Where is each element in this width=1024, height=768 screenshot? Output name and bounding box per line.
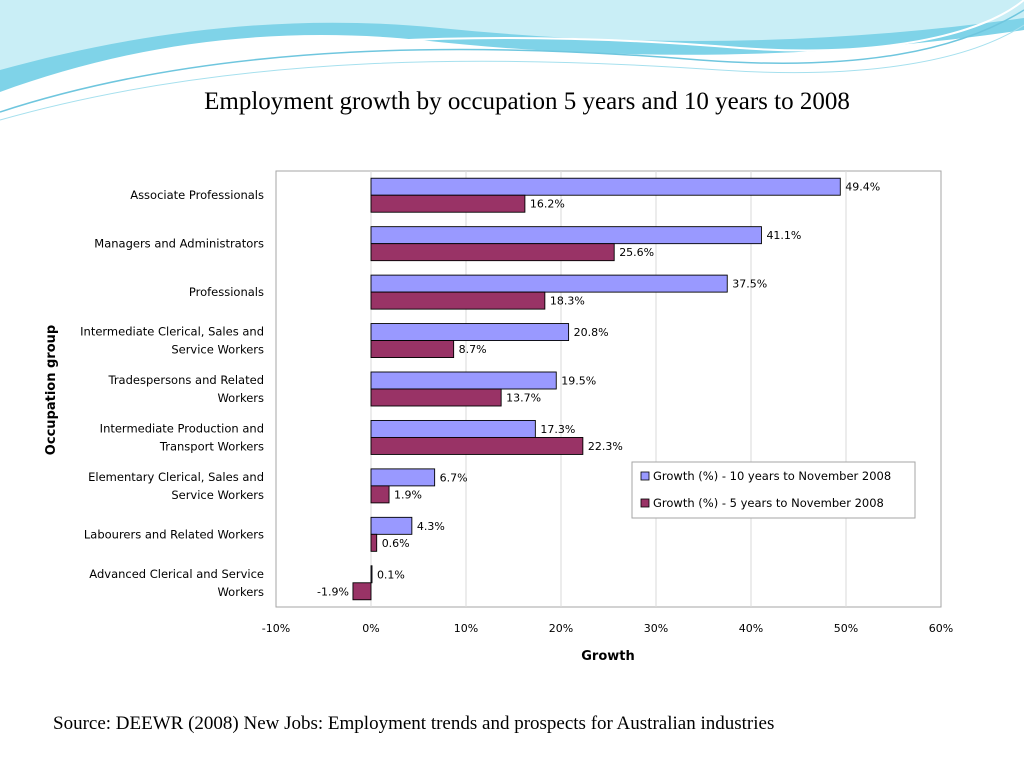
x-tick-label: -10% [262,622,290,635]
data-label: 16.2% [530,198,565,211]
category-label: Intermediate Production and Transport Wor… [100,421,264,453]
bar-5yr [370,291,546,310]
category-label: Associate Professionals [130,188,264,202]
data-label: 49.4% [845,181,880,194]
bar-5yr [370,485,390,504]
bar-5yr [370,340,455,359]
bar-10yr [370,516,413,535]
category-label: Intermediate Clerical, Sales and Service … [80,325,264,357]
legend-label: Growth (%) - 5 years to November 2008 [653,496,884,510]
x-tick-label: 60% [929,622,953,635]
bar-10yr [370,274,728,293]
category-label: Professionals [189,285,264,299]
bar-10yr [370,565,373,584]
x-tick-label: 10% [454,622,478,635]
x-tick-label: 0% [362,622,379,635]
data-label: 8.7% [459,343,487,356]
category-label: Managers and Administrators [94,237,264,251]
data-label: 13.7% [506,392,541,405]
data-label: 20.8% [574,326,609,339]
legend-box [631,461,916,519]
bar-5yr [352,582,372,601]
legend-swatch [640,498,650,508]
data-label: 41.1% [766,229,801,242]
source-note: Source: DEEWR (2008) New Jobs: Employmen… [53,713,775,734]
data-label: 37.5% [732,278,767,291]
bar-10yr [370,371,557,390]
data-label: 0.6% [382,537,410,550]
bar-5yr [370,194,526,213]
data-label: 25.6% [619,246,654,259]
data-label: 6.7% [440,471,468,484]
category-labels: Associate Professionals Managers and Admi… [80,188,264,599]
x-tick-label: 40% [739,622,763,635]
bar-10yr [370,468,436,487]
x-tick-label: 30% [644,622,668,635]
bar-5yr [370,533,378,552]
bar-5yr [370,388,502,407]
bar-10yr [370,323,570,342]
y-axis-label: Occupation group [44,325,59,455]
x-tick-labels: -10% 0% 10% 20% 30% 40% 50% 60% [262,622,953,635]
data-label: 0.1% [377,568,405,581]
category-label: Advanced Clerical and Service Workers [89,567,264,599]
x-axis-label: Growth [581,649,635,664]
legend-label: Growth (%) - 10 years to November 2008 [653,469,891,483]
data-label: 1.9% [394,488,422,501]
bar-5yr [370,436,584,455]
header-wave-decoration [0,0,1024,121]
x-tick-label: 20% [549,622,573,635]
legend-swatch [640,471,650,481]
data-label: 19.5% [561,375,596,388]
data-label: 17.3% [540,423,575,436]
bar-chart: 49.4% 16.2% 41.1% 25.6% 37.5% 18.3% 20.8% 8.7% 1… [44,170,953,664]
category-label: Labourers and Related Workers [84,527,264,541]
legend: Growth (%) - 10 years to November 2008 Gr… [631,461,916,519]
data-label: 4.3% [417,520,445,533]
slide-title: Employment growth by occupation 5 years … [204,88,850,115]
bar-10yr [370,177,841,196]
category-label: Tradespersons and Related Workers [107,373,264,405]
bar-5yr [370,243,615,262]
data-labels: 49.4% 16.2% 41.1% 25.6% 37.5% 18.3% 20.8% 8.7% 1… [317,181,880,599]
bar-10yr [370,419,536,438]
category-label: Elementary Clerical, Sales and Service Wo… [88,470,264,502]
bars [352,177,841,601]
data-label: 22.3% [588,440,623,453]
data-label: 18.3% [550,295,585,308]
bar-10yr [370,226,762,245]
data-label: -1.9% [317,585,349,598]
x-tick-label: 50% [834,622,858,635]
